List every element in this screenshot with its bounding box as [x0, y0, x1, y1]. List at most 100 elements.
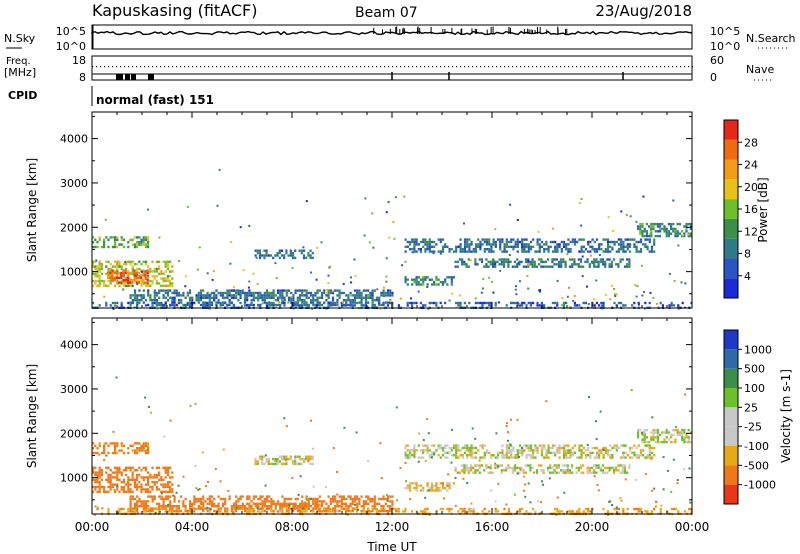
- data-cell: [169, 296, 172, 299]
- data-cell: [562, 240, 566, 244]
- scatter-cell: [385, 280, 388, 283]
- scatter-cell: [599, 253, 601, 256]
- data-cell: [228, 289, 231, 292]
- scatter-cell: [464, 512, 467, 515]
- data-cell: [362, 289, 365, 292]
- colorbar-tick-label: 4: [744, 270, 751, 283]
- data-cell: [169, 510, 172, 513]
- data-cell: [672, 222, 675, 226]
- data-cell: [92, 241, 95, 244]
- data-cell: [327, 507, 330, 510]
- data-cell: [166, 279, 169, 283]
- data-cell: [459, 243, 462, 246]
- data-cell: [160, 301, 163, 305]
- data-cell: [448, 484, 451, 487]
- data-cell: [144, 505, 148, 508]
- data-cell: [364, 510, 367, 513]
- scatter-cell: [507, 439, 509, 442]
- data-cell: [94, 238, 97, 241]
- data-cell: [270, 502, 273, 505]
- data-cell: [276, 254, 279, 257]
- scatter-cell: [227, 489, 230, 492]
- freq-dot: [208, 66, 210, 68]
- data-cell: [358, 500, 361, 503]
- data-cell: [195, 497, 198, 501]
- data-cell: [512, 238, 515, 241]
- data-cell: [246, 304, 249, 307]
- freq-dot: [348, 66, 350, 68]
- data-cell: [558, 444, 561, 447]
- data-cell: [455, 451, 458, 454]
- data-cell: [461, 446, 464, 450]
- data-cell: [124, 276, 127, 279]
- data-cell: [646, 444, 649, 447]
- data-cell: [599, 260, 602, 264]
- data-cell: [426, 283, 429, 286]
- data-cell: [219, 301, 222, 305]
- scatter-cell: [595, 420, 597, 423]
- data-cell: [298, 505, 302, 508]
- scatter-cell: [613, 293, 616, 296]
- data-cell: [483, 451, 486, 454]
- data-cell: [544, 260, 547, 264]
- data-cell: [307, 457, 310, 461]
- scatter-cell: [399, 297, 402, 300]
- data-cell: [654, 428, 657, 432]
- data-cell: [566, 464, 569, 467]
- data-cell: [250, 291, 253, 295]
- data-cell: [382, 497, 385, 501]
- data-cell: [518, 471, 521, 474]
- data-cell: [147, 507, 150, 511]
- data-cell: [360, 495, 363, 498]
- data-cell: [483, 248, 486, 251]
- data-cell: [545, 240, 548, 244]
- data-cell: [182, 294, 185, 297]
- scatter-cell: [387, 201, 390, 204]
- data-cell: [487, 265, 490, 268]
- data-cell: [105, 260, 108, 263]
- data-cell: [285, 462, 288, 466]
- scatter-cell: [104, 218, 107, 221]
- data-cell: [356, 296, 359, 299]
- data-cell: [327, 289, 330, 292]
- data-cell: [177, 301, 180, 305]
- data-cell: [302, 460, 306, 463]
- data-cell: [435, 276, 438, 279]
- data-cell: [373, 304, 376, 307]
- data-cell: [327, 291, 330, 295]
- data-cell: [116, 469, 119, 472]
- data-cell: [492, 454, 495, 457]
- data-cell: [467, 466, 470, 470]
- data-cell: [532, 456, 535, 459]
- scatter-cell: [615, 293, 618, 296]
- data-cell: [562, 301, 565, 305]
- data-cell: [109, 236, 112, 239]
- data-cell: [507, 265, 510, 268]
- data-cell: [481, 446, 484, 450]
- data-cell: [404, 280, 407, 284]
- data-cell: [345, 304, 348, 307]
- data-cell: [430, 482, 434, 485]
- data-cell: [367, 296, 370, 299]
- scatter-cell: [597, 489, 600, 492]
- data-cell: [259, 291, 262, 295]
- data-cell: [556, 446, 559, 450]
- data-cell: [276, 289, 280, 292]
- noise-line: [91, 30, 693, 36]
- data-cell: [555, 471, 558, 474]
- data-cell: [628, 238, 632, 241]
- data-cell: [140, 276, 143, 279]
- data-cell: [92, 451, 95, 455]
- freq-dot: [392, 66, 394, 68]
- scatter-cell: [529, 501, 532, 504]
- scatter-cell: [526, 275, 529, 277]
- scatter-cell: [103, 295, 106, 298]
- data-cell: [470, 510, 473, 513]
- data-cell: [226, 294, 229, 297]
- data-cell: [472, 510, 475, 513]
- data-cell: [676, 234, 679, 238]
- data-cell: [527, 243, 530, 246]
- data-cell: [303, 510, 306, 513]
- scatter-cell: [306, 499, 309, 502]
- data-cell: [193, 510, 196, 513]
